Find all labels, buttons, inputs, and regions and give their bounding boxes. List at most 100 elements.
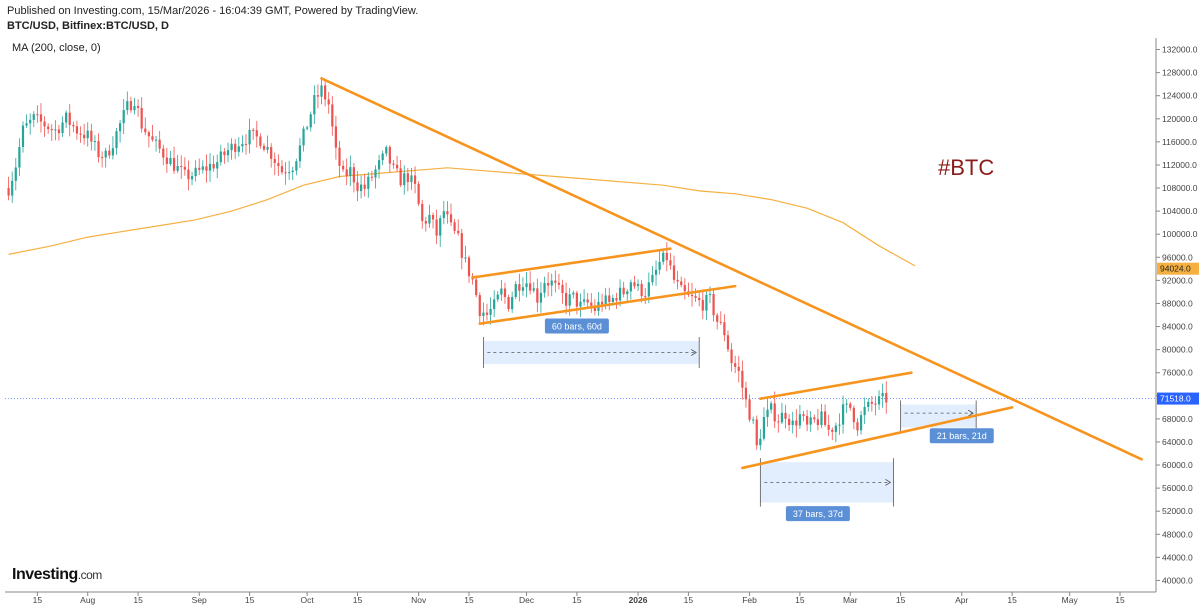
candle-body — [403, 173, 406, 186]
x-tick-label: 15 — [133, 595, 143, 605]
candle-body — [529, 283, 532, 291]
candle-body — [536, 288, 539, 303]
candle-body — [568, 294, 571, 306]
candle-body — [359, 184, 363, 192]
x-tick-label: 15 — [464, 595, 474, 605]
candle-body — [25, 123, 28, 126]
candle-body — [223, 151, 226, 156]
candle-body — [183, 166, 186, 170]
candle-body — [439, 218, 442, 236]
candle-body — [352, 167, 356, 183]
candle-body — [561, 284, 564, 294]
indicator-legend[interactable]: MA (200, close, 0) — [12, 42, 101, 54]
candle-body — [672, 265, 676, 280]
candle-body — [788, 418, 791, 426]
candle-body — [118, 123, 122, 132]
candle-body — [827, 424, 830, 430]
candle-body — [644, 296, 647, 298]
candle-body — [507, 297, 510, 310]
candle-body — [802, 414, 805, 416]
candle-body — [813, 417, 816, 420]
candle-body — [874, 403, 877, 405]
candle-body — [212, 163, 215, 169]
candle-body — [331, 104, 334, 127]
candle-body — [856, 422, 859, 431]
candle-body — [216, 162, 219, 169]
candle-body — [870, 401, 873, 404]
candle-body — [647, 282, 650, 297]
candle-body — [572, 292, 575, 295]
candle-body — [11, 180, 14, 196]
y-tick-label: 96000.0 — [1162, 252, 1193, 262]
candle-body — [395, 164, 399, 169]
range-arrow-head — [967, 409, 974, 417]
candle-body — [525, 283, 528, 288]
candle-body — [485, 312, 489, 315]
candle-body — [777, 421, 780, 423]
candle-body — [554, 280, 557, 283]
candle-body — [511, 296, 514, 310]
x-tick-label: Dec — [519, 595, 535, 605]
candle-body — [388, 147, 391, 164]
candle-body — [68, 112, 71, 125]
x-tick-label: 15 — [353, 595, 363, 605]
candle-body — [248, 129, 251, 145]
candle-body — [399, 168, 402, 186]
candle-body — [845, 403, 848, 405]
x-tick-label: Aug — [80, 595, 95, 605]
candle-body — [698, 297, 701, 301]
candle-body — [805, 415, 809, 425]
candle-body — [295, 161, 298, 171]
candle-body — [108, 150, 111, 156]
annotation-tag: #BTC — [938, 155, 995, 180]
candle-body — [72, 124, 75, 127]
candle-body — [752, 419, 755, 421]
y-tick-label: 88000.0 — [1162, 298, 1193, 308]
candle-body — [543, 283, 546, 293]
candle-body — [726, 335, 730, 350]
candle-body — [550, 280, 553, 286]
candle-body — [424, 220, 427, 224]
candle-body — [90, 130, 93, 142]
candle-body — [737, 366, 740, 371]
candle-body — [809, 417, 812, 425]
candle-body — [734, 363, 737, 367]
candle-body — [575, 292, 579, 307]
x-tick-label: Feb — [742, 595, 757, 605]
candle-body — [291, 170, 294, 173]
candle-body — [237, 146, 240, 152]
candle-body — [151, 136, 154, 140]
candle-body — [500, 288, 503, 295]
candle-body — [266, 147, 269, 150]
candle-body — [708, 293, 712, 295]
x-tick-label: Apr — [955, 595, 968, 605]
candle-body — [636, 283, 640, 287]
candle-body — [831, 429, 834, 432]
candle-body — [723, 322, 726, 336]
candle-body — [867, 401, 870, 407]
candle-body — [262, 145, 266, 150]
range-arrow-head — [690, 349, 697, 356]
candle-body — [288, 172, 291, 174]
candle-body — [838, 424, 841, 426]
candle-body — [61, 122, 64, 134]
candle-body — [284, 172, 287, 174]
candle-body — [14, 167, 17, 181]
candle-body — [680, 281, 683, 286]
candle-body — [640, 283, 643, 297]
x-tick-label: Sep — [192, 595, 207, 605]
candle-body — [345, 169, 348, 176]
candle-body — [446, 211, 449, 215]
candle-body — [313, 95, 316, 115]
current-price-label: 71518.0 — [1160, 394, 1191, 404]
candle-body — [341, 165, 345, 170]
candle-body — [457, 230, 460, 234]
y-tick-label: 40000.0 — [1162, 575, 1193, 585]
candle-body — [564, 293, 568, 306]
candle-body — [547, 283, 550, 286]
candle-body — [241, 143, 244, 147]
candle-body — [7, 188, 10, 196]
candle-body — [234, 143, 237, 152]
candle-body — [327, 99, 330, 105]
